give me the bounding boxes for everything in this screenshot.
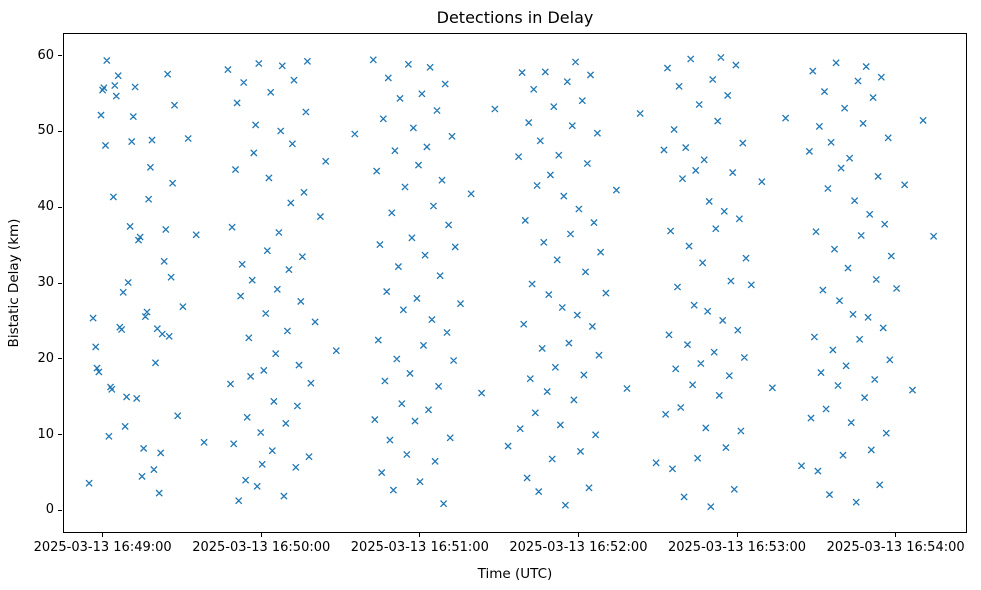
plot-area [63, 33, 967, 533]
y-tick-mark [58, 358, 62, 360]
x-tick-mark [736, 533, 738, 537]
scatter-points [85, 53, 938, 511]
x-axis-label: Time (UTC) [477, 566, 553, 582]
x-tick-label: 2025-03-13 16:49:00 [33, 540, 172, 555]
y-tick-mark [58, 282, 62, 284]
y-tick-label: 30 [37, 275, 54, 290]
x-tick-mark [419, 533, 421, 537]
x-tick-label: 2025-03-13 16:50:00 [192, 540, 331, 555]
y-tick-mark [58, 206, 62, 208]
y-tick-label: 50 [37, 123, 54, 139]
y-tick-label: 20 [37, 350, 54, 366]
x-tick-mark [577, 533, 579, 537]
y-tick-mark [58, 130, 62, 132]
x-tick-label: 2025-03-13 16:52:00 [509, 540, 648, 555]
y-tick-label: 40 [37, 199, 54, 215]
y-tick-label: 10 [37, 426, 54, 442]
y-tick-mark [58, 509, 62, 511]
x-tick-mark [895, 533, 897, 537]
x-tick-label: 2025-03-13 16:54:00 [826, 540, 965, 555]
y-tick-mark [58, 434, 62, 435]
y-tick-label: 60 [37, 47, 54, 63]
x-tick-label: 2025-03-13 16:51:00 [350, 540, 489, 555]
x-tick-label: 2025-03-13 16:53:00 [667, 540, 807, 555]
x-tick-mark [102, 533, 104, 537]
chart-title: Detections in Delay [436, 8, 594, 27]
y-tick-label: 0 [45, 502, 54, 518]
y-axis-label: Bistatic Delay (km) [6, 218, 22, 348]
x-marker-path [85, 53, 938, 511]
x-tick-mark [260, 533, 262, 537]
y-tick-mark [58, 55, 62, 57]
